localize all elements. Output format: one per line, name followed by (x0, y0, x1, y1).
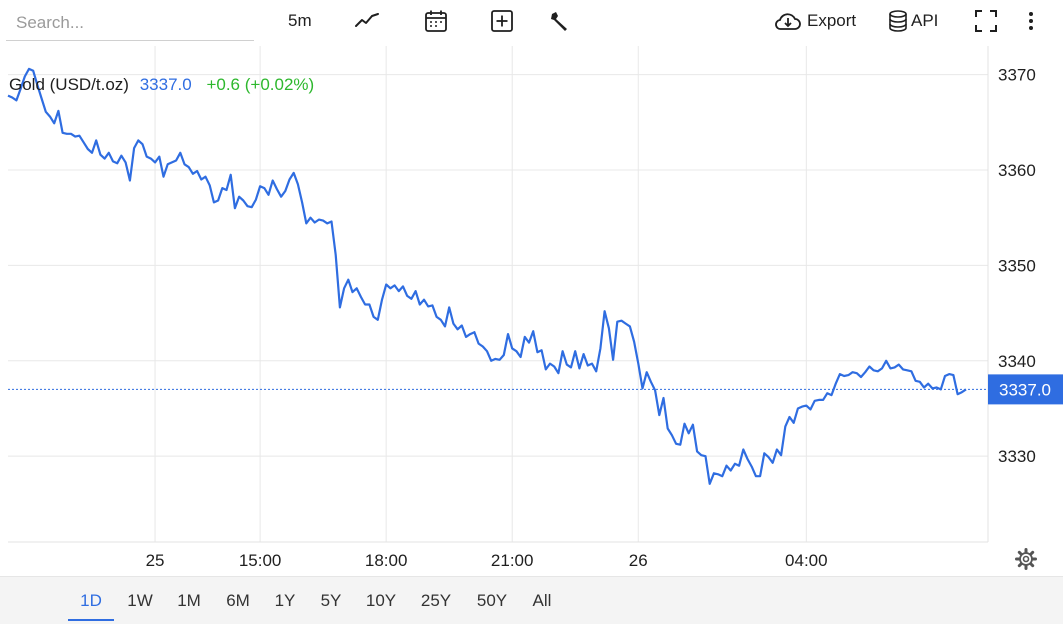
x-tick-label: 15:00 (239, 551, 282, 570)
compare-button[interactable] (490, 7, 514, 35)
y-tick-label: 3370 (998, 66, 1036, 85)
export-button[interactable]: Export (773, 7, 856, 35)
export-label: Export (807, 11, 857, 30)
database-icon (888, 9, 908, 33)
last-price-badge (988, 374, 1063, 405)
line-chart-icon (354, 11, 380, 31)
more-options-button[interactable] (1026, 7, 1036, 35)
chart-settings-button[interactable] (1015, 548, 1037, 570)
calendar-icon (424, 9, 448, 33)
range-6m[interactable]: 6M (226, 591, 250, 610)
range-all[interactable]: All (532, 591, 552, 610)
more-vertical-icon (1026, 9, 1036, 33)
range-25y[interactable]: 25Y (420, 591, 452, 610)
fullscreen-button[interactable] (974, 7, 998, 35)
y-tick-label: 3360 (998, 161, 1036, 180)
search-input[interactable] (6, 6, 256, 40)
price-series-line (7, 67, 967, 485)
y-tick-label: 3350 (998, 256, 1036, 275)
y-tick-label: 3330 (998, 447, 1036, 466)
x-tick-label: 21:00 (491, 551, 534, 570)
price-change: +0.6 (+0.02%) (206, 75, 314, 94)
chart-type-button[interactable] (354, 7, 380, 35)
search-box (6, 6, 256, 41)
range-10y[interactable]: 10Y (365, 591, 397, 610)
x-tick-label: 18:00 (365, 551, 408, 570)
add-box-icon (490, 9, 514, 33)
x-axis-ticks: 25 15:00 18:00 21:00 26 04:00 (146, 551, 828, 570)
toolbar: 5m (0, 0, 1063, 46)
settings-tools-button[interactable] (548, 7, 572, 35)
cloud-download-icon (773, 10, 803, 32)
instrument-name: Gold (USD/t.oz) (9, 75, 129, 94)
gear-icon (1015, 548, 1037, 574)
interval-selector[interactable]: 5m (288, 7, 312, 35)
wrench-icon (548, 9, 572, 33)
legend: Gold (USD/t.oz) 3337.0 +0.6 (+0.02%) (9, 75, 314, 94)
y-axis-ticks: 3330 3340 3350 3360 3370 (998, 66, 1036, 467)
current-price: 3337.0 (140, 75, 192, 94)
api-label: API (911, 11, 939, 30)
date-range-button[interactable] (424, 7, 448, 35)
x-tick-label: 04:00 (785, 551, 828, 570)
interval-label: 5m (288, 11, 312, 30)
fullscreen-icon (974, 9, 998, 33)
price-chart[interactable]: 3330 3340 3350 3360 3370 25 15:00 18:00 21:00 26… (0, 46, 1063, 576)
range-1y[interactable]: 1Y (274, 591, 296, 610)
api-button[interactable]: API (888, 7, 938, 35)
range-50y[interactable]: 50Y (476, 591, 508, 610)
x-tick-label: 26 (629, 551, 648, 570)
grid (8, 46, 988, 542)
range-1m[interactable]: 1M (177, 591, 201, 610)
range-1w[interactable]: 1W (127, 591, 153, 610)
x-tick-label: 25 (146, 551, 165, 570)
y-tick-label: 3340 (998, 352, 1036, 371)
range-selector: 1D 1W 1M 6M 1Y 5Y 10Y 25Y 50Y All (0, 576, 1063, 624)
range-5y[interactable]: 5Y (320, 591, 342, 610)
last-price-label: 3337.0 (999, 380, 1051, 399)
range-1d[interactable]: 1D (68, 589, 114, 621)
